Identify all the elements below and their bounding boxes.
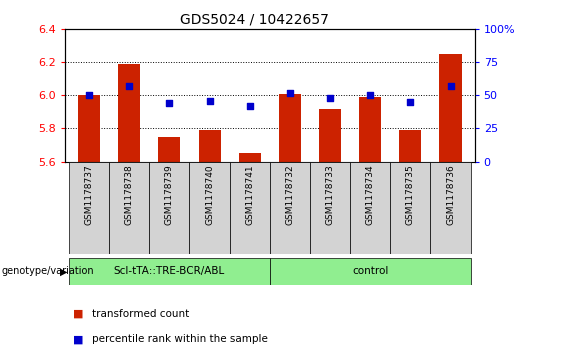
Bar xyxy=(109,162,149,254)
Text: GDS5024 / 10422657: GDS5024 / 10422657 xyxy=(180,13,329,27)
Point xyxy=(366,93,375,98)
Bar xyxy=(198,130,220,162)
Bar xyxy=(149,162,189,254)
Text: ■: ■ xyxy=(73,309,84,319)
Point xyxy=(125,83,134,89)
Text: GSM1178735: GSM1178735 xyxy=(406,164,415,225)
Text: genotype/variation: genotype/variation xyxy=(1,266,94,276)
Bar xyxy=(431,162,471,254)
Bar xyxy=(350,162,390,254)
Text: GSM1178737: GSM1178737 xyxy=(85,164,94,225)
Bar xyxy=(310,162,350,254)
Text: GSM1178733: GSM1178733 xyxy=(325,164,334,225)
Bar xyxy=(359,97,381,162)
Point xyxy=(406,99,415,105)
Text: transformed count: transformed count xyxy=(92,309,189,319)
Text: percentile rank within the sample: percentile rank within the sample xyxy=(92,334,267,344)
Point xyxy=(285,90,294,95)
Bar xyxy=(390,162,431,254)
Point xyxy=(165,100,174,106)
Text: ScI-tTA::TRE-BCR/ABL: ScI-tTA::TRE-BCR/ABL xyxy=(114,266,225,276)
Point xyxy=(325,95,334,101)
Bar xyxy=(270,258,471,285)
Text: GSM1178740: GSM1178740 xyxy=(205,164,214,225)
Bar xyxy=(189,162,229,254)
Bar xyxy=(69,258,270,285)
Text: control: control xyxy=(352,266,388,276)
Text: GSM1178739: GSM1178739 xyxy=(165,164,174,225)
Text: GSM1178738: GSM1178738 xyxy=(125,164,134,225)
Point xyxy=(446,83,455,89)
Bar xyxy=(319,109,341,162)
Bar xyxy=(229,162,270,254)
Point xyxy=(205,98,214,103)
Text: GSM1178736: GSM1178736 xyxy=(446,164,455,225)
Text: ■: ■ xyxy=(73,334,84,344)
Text: GSM1178732: GSM1178732 xyxy=(285,164,294,225)
Text: GSM1178741: GSM1178741 xyxy=(245,164,254,225)
Text: GSM1178734: GSM1178734 xyxy=(366,164,375,225)
Bar xyxy=(158,137,180,162)
Bar xyxy=(270,162,310,254)
Bar xyxy=(279,94,301,162)
Bar xyxy=(78,95,100,162)
Bar xyxy=(238,153,261,162)
Bar xyxy=(399,130,421,162)
Point xyxy=(245,103,254,109)
Bar xyxy=(69,162,109,254)
Bar xyxy=(118,64,140,162)
Text: ▶: ▶ xyxy=(60,266,68,276)
Point xyxy=(85,93,94,98)
Bar xyxy=(440,54,462,162)
